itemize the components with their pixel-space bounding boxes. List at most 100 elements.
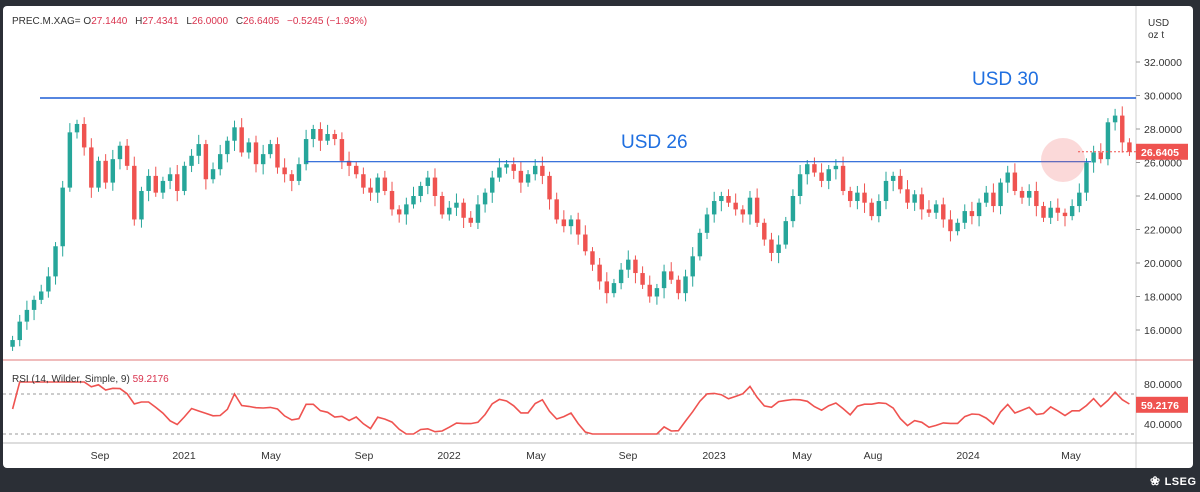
candle-body	[482, 192, 488, 205]
candle-body	[1127, 142, 1132, 152]
candle-body	[711, 201, 717, 215]
lseg-logo: ❀ LSEG	[1150, 474, 1197, 488]
x-tick-label: May	[1061, 450, 1082, 462]
candle-body	[103, 160, 108, 183]
rsi-tick-label: 40.0000	[1144, 419, 1182, 431]
candle-body	[998, 182, 1003, 207]
candle-body	[53, 246, 58, 277]
candle-body	[31, 299, 37, 310]
candle-body	[1077, 192, 1082, 207]
candle-body	[1048, 207, 1053, 218]
candle-body	[396, 209, 402, 215]
candle-body	[253, 142, 259, 165]
candle-body	[554, 199, 559, 220]
candle-body	[740, 209, 746, 215]
candle-body	[654, 288, 660, 297]
x-tick-label: Sep	[355, 450, 374, 462]
y-tick-label: 20.0000	[1144, 258, 1182, 270]
candle-body	[1120, 115, 1125, 143]
y-tick-label: 30.0000	[1144, 91, 1182, 103]
rsi-header: RSI (14, Wilder, Simple, 9) 59.2176	[12, 374, 169, 385]
x-tick-label: Sep	[619, 450, 638, 462]
close-value: 26.6405	[243, 16, 280, 27]
high-label: H	[135, 16, 143, 27]
candle-body	[318, 129, 323, 141]
symbol-label: PREC.M.XAG=	[12, 16, 81, 27]
y-tick-label: 16.0000	[1144, 325, 1182, 337]
candle-body	[46, 276, 51, 292]
candle-body	[425, 177, 431, 186]
candle-body	[160, 180, 166, 193]
candle-body	[790, 196, 796, 222]
candle-body	[969, 211, 975, 217]
x-tick-label: 2021	[172, 450, 196, 462]
lseg-emblem-icon: ❀	[1150, 474, 1161, 488]
candle-body	[590, 251, 595, 265]
candle-body	[933, 204, 939, 213]
candle-body	[203, 144, 209, 180]
x-tick-label: 2022	[437, 450, 461, 462]
candle-body	[840, 165, 846, 191]
rsi-tick-label: 80.0000	[1144, 379, 1182, 391]
candle-body	[611, 283, 617, 294]
candle-body	[669, 271, 674, 280]
candle-body	[976, 202, 982, 217]
candle-body	[447, 207, 452, 215]
candle-body	[1062, 212, 1068, 217]
candle-body	[1112, 115, 1118, 123]
candle-body	[618, 269, 624, 284]
candle-body	[110, 159, 116, 183]
candle-body	[1012, 172, 1018, 191]
candle-body	[719, 196, 724, 202]
candle-body	[1019, 190, 1025, 198]
candle-body	[246, 142, 252, 153]
candle-body	[547, 175, 552, 200]
candle-body	[991, 192, 996, 207]
candle-body	[17, 321, 22, 341]
candle-body	[260, 154, 266, 165]
candle-body	[497, 167, 502, 178]
candle-body	[268, 144, 273, 155]
candle-body	[1041, 206, 1046, 218]
rsi-value-label: 59.2176	[1141, 400, 1179, 412]
candle-body	[461, 202, 466, 218]
candle-body	[239, 127, 244, 153]
candle-body	[890, 175, 896, 181]
rsi-label: RSI (14, Wilder, Simple, 9)	[12, 374, 130, 385]
candle-body	[826, 169, 831, 181]
candle-body	[984, 192, 989, 203]
candle-body	[747, 197, 753, 215]
candle-body	[38, 291, 44, 300]
candle-body	[368, 187, 373, 193]
annotation-usd-26: USD 26	[621, 132, 688, 153]
candle-body	[540, 165, 545, 176]
candle-body	[24, 309, 30, 322]
x-tick-label: May	[261, 450, 282, 462]
x-tick-label: Sep	[91, 450, 110, 462]
candle-body	[568, 219, 574, 227]
x-tick-label: 2023	[702, 450, 726, 462]
brand-text: LSEG	[1164, 476, 1197, 488]
chart-frame: 32.0000 30.0000 28.0000 26.0000 24.0000 22.00…	[3, 6, 1193, 468]
candle-body	[518, 170, 524, 183]
candle-body	[583, 234, 588, 252]
candle-body	[404, 204, 409, 215]
candle-body	[196, 144, 201, 156]
candle-body	[189, 155, 194, 166]
candle-body	[812, 164, 817, 173]
candle-body	[862, 192, 867, 203]
candle-body	[511, 164, 516, 171]
chart-canvas[interactable]: 32.0000 30.0000 28.0000 26.0000 24.0000 22.00…	[3, 6, 1193, 468]
candle-body	[232, 127, 237, 141]
candle-body	[855, 192, 860, 202]
open-label: O	[83, 16, 92, 27]
candle-body	[941, 204, 946, 220]
candle-body	[167, 174, 173, 181]
axis-unit-oz: oz t	[1148, 30, 1165, 41]
candle-body	[346, 160, 352, 166]
candle-body	[432, 177, 438, 196]
candle-body	[575, 219, 581, 235]
candle-body	[754, 197, 760, 223]
candle-body	[647, 284, 652, 297]
candle-body	[898, 175, 903, 190]
